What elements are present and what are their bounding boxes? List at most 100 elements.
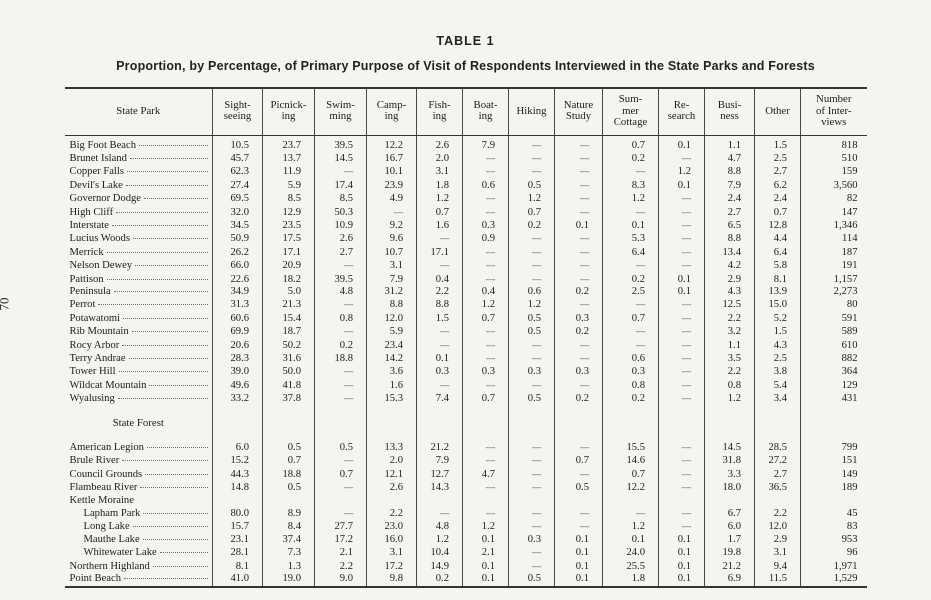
value-cell: 12.0: [366, 311, 417, 326]
no-data-dash: ----: [439, 233, 450, 244]
value-cell: 1.2: [416, 533, 463, 547]
table-row: Wildcat Mountain 49.6 41.8 ---- 1.6 ---- ---- -…: [65, 378, 867, 393]
dotted-leader: [124, 578, 208, 580]
value-cell: 60.6: [212, 311, 263, 326]
value-cell: 0.5: [262, 441, 315, 455]
empty-cell: [416, 405, 463, 442]
value-cell: 1.2: [704, 392, 755, 406]
value-cell: 4.3: [704, 285, 755, 299]
value-cell: 15.2: [212, 454, 263, 468]
table-row: Devil's Lake 27.4 5.9 17.4 23.9 1.8 0.6 0.5 ----…: [65, 178, 867, 193]
value-cell: 4.8: [416, 520, 463, 534]
value-cell: ----: [508, 245, 555, 260]
value-cell: ----: [658, 151, 705, 166]
empty-cell: [262, 405, 315, 442]
no-data-dash: ----: [681, 260, 692, 271]
park-name-cell: Pattison: [65, 273, 213, 286]
value-cell: ----: [554, 272, 603, 286]
value-cell: ----: [416, 325, 463, 339]
no-data-dash: ----: [343, 366, 354, 377]
value-cell: 6.4: [754, 245, 801, 260]
value-cell: 0.2: [554, 392, 603, 406]
value-cell: 26.2: [212, 245, 263, 260]
value-cell: ----: [462, 338, 509, 352]
value-cell: 0.3: [554, 365, 603, 379]
value-cell: 4.9: [366, 192, 417, 206]
column-header-interviews: Number of Inter- views: [800, 88, 867, 136]
no-data-dash: ----: [579, 353, 590, 363]
column-header-swimming: Swim- ming: [314, 88, 367, 136]
table-row: Northern Highland 8.1 1.3 2.2 17.2 14.9 0.1 ---…: [65, 559, 867, 574]
value-cell: 1.1: [704, 135, 755, 152]
value-cell: ----: [554, 192, 603, 206]
value-cell: 16.7: [366, 151, 417, 166]
value-cell: 1.5: [754, 135, 801, 152]
dotted-leader: [144, 198, 208, 200]
value-cell: 0.6: [602, 352, 659, 366]
value-cell: 20.6: [212, 338, 263, 352]
value-cell: ----: [658, 338, 705, 352]
value-cell: 0.5: [508, 392, 555, 406]
value-cell: [508, 494, 555, 508]
no-data-dash: ----: [485, 379, 496, 390]
no-data-dash: ----: [579, 273, 590, 284]
park-name: Flambeau River: [69, 482, 138, 494]
value-cell: 187: [800, 245, 867, 260]
value-cell: 0.5: [262, 481, 315, 495]
no-data-dash: ----: [579, 379, 590, 390]
value-cell: 0.7: [602, 311, 659, 326]
table-row: Rib Mountain 69.9 18.7 ---- 5.9 ---- ---- 0.5 0.…: [65, 325, 867, 339]
value-cell: 147: [800, 205, 867, 219]
no-data-dash: ----: [681, 206, 692, 217]
value-cell: 1,157: [800, 272, 867, 286]
table-row: Terry Andrae 28.3 31.6 18.8 14.2 0.1 ---- ---- -…: [65, 352, 867, 366]
value-cell: 69.5: [212, 192, 263, 206]
value-cell: 2.4: [754, 192, 801, 206]
value-cell: 96: [800, 546, 867, 560]
value-cell: 9.6: [366, 232, 417, 246]
value-cell: ----: [314, 507, 367, 521]
value-cell: 0.5: [508, 178, 555, 193]
value-cell: 8.5: [314, 192, 367, 206]
no-data-dash: ----: [681, 442, 692, 453]
value-cell: 0.1: [658, 285, 705, 299]
park-name: Peninsula: [69, 285, 111, 297]
value-cell: ----: [416, 338, 463, 352]
value-cell: ----: [508, 441, 555, 455]
value-cell: 129: [800, 378, 867, 393]
value-cell: 4.4: [754, 232, 801, 246]
table-row: Brule River 15.2 0.7 ---- 2.0 7.9 ---- ---- 0.7 1…: [65, 454, 867, 468]
value-cell: 5.9: [366, 325, 417, 339]
value-cell: 25.5: [602, 559, 659, 574]
page-number: 70: [0, 297, 12, 311]
value-cell: 0.1: [602, 533, 659, 547]
park-name-cell: Long Lake: [65, 520, 213, 533]
value-cell: 2.1: [314, 546, 367, 560]
no-data-dash: ----: [579, 260, 590, 271]
value-cell: ----: [658, 245, 705, 260]
value-cell: ----: [602, 298, 659, 312]
no-data-dash: ----: [681, 521, 692, 532]
park-name: Brunet Island: [69, 152, 127, 164]
dotted-leader: [123, 317, 208, 319]
no-data-dash: ----: [579, 508, 590, 519]
value-cell: 17.1: [262, 245, 315, 260]
value-cell: 2.4: [704, 192, 755, 206]
value-cell: 12.2: [366, 135, 417, 152]
dotted-leader: [98, 304, 208, 306]
value-cell: 50.0: [262, 365, 315, 379]
value-cell: 0.2: [314, 338, 367, 352]
value-cell: 16.0: [366, 533, 417, 547]
value-cell: 0.8: [704, 378, 755, 393]
column-header-boating: Boat- ing: [462, 88, 509, 136]
value-cell: 83: [800, 520, 867, 534]
no-data-dash: ----: [393, 206, 404, 217]
value-cell: 12.8: [754, 218, 801, 233]
park-name: Pattison: [69, 273, 104, 285]
value-cell: 3.5: [704, 352, 755, 366]
value-cell: ----: [508, 151, 555, 166]
no-data-dash: ----: [485, 482, 496, 493]
value-cell: 0.8: [602, 378, 659, 393]
no-data-dash: ----: [681, 353, 692, 363]
value-cell: 2.7: [704, 205, 755, 219]
